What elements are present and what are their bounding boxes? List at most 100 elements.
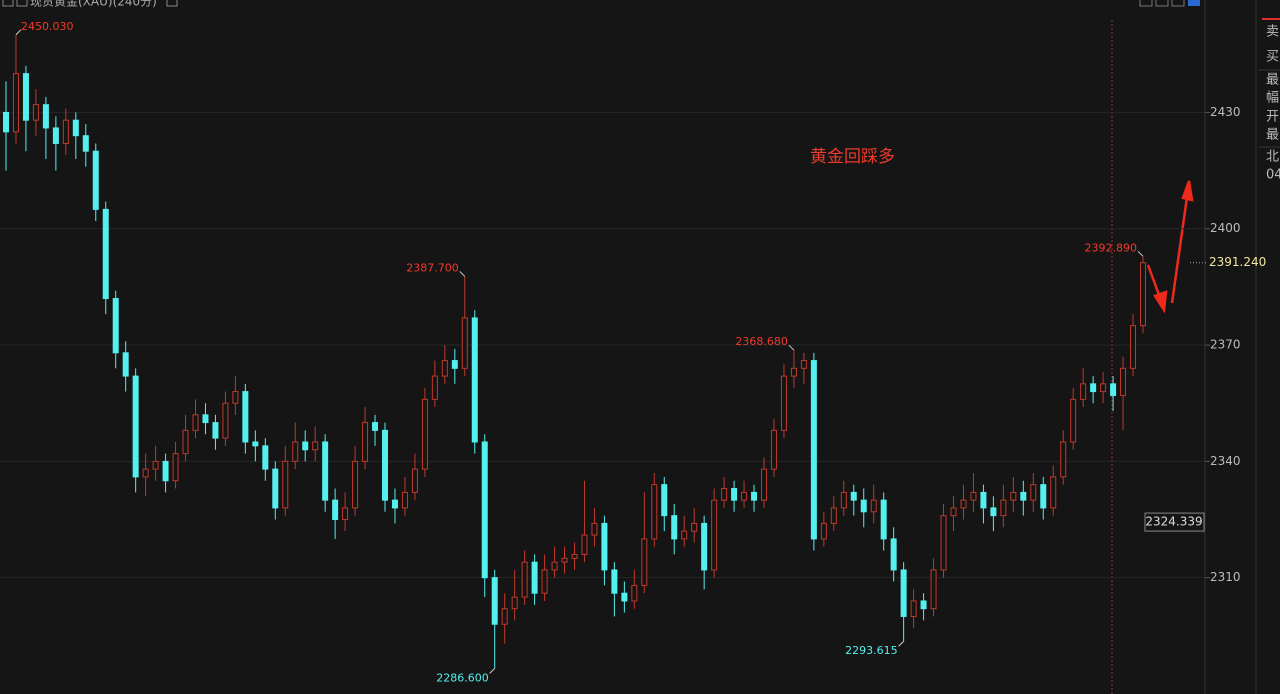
candle-body: [152, 460, 159, 470]
candle-body: [830, 507, 837, 524]
candle-body: [3, 111, 9, 133]
icon[interactable]: [2, 0, 14, 7]
candle-body: [501, 608, 508, 625]
label-pointer: [788, 344, 795, 351]
y-tick-label: 2310: [1210, 570, 1241, 584]
candle-body: [611, 569, 618, 594]
candle-body: [352, 460, 359, 509]
candle-body: [142, 468, 149, 478]
candle-body: [810, 360, 817, 540]
candle-body: [322, 441, 329, 501]
candle-body: [1020, 491, 1027, 501]
candle-body: [242, 391, 249, 443]
candle-body: [202, 414, 209, 424]
candle-body: [22, 73, 29, 121]
toolbar-icon[interactable]: [1139, 0, 1153, 7]
candle-body: [102, 208, 109, 300]
candle-body: [950, 507, 957, 517]
candle-body: [731, 488, 738, 501]
candle-body: [1130, 325, 1137, 369]
candle-body: [362, 422, 369, 462]
price-label: 2392.890: [1085, 241, 1138, 254]
y-tick-label: 2340: [1210, 454, 1241, 468]
candle-body: [382, 429, 388, 501]
candle-body: [72, 119, 79, 137]
candle-body: [890, 538, 897, 571]
candle-body: [332, 499, 339, 521]
candle-body: [491, 577, 498, 625]
candle-body: [52, 127, 59, 144]
candle-body: [32, 104, 39, 121]
candle-body: [1070, 398, 1077, 443]
price-label: 2387.700: [406, 261, 459, 274]
candle-body: [960, 499, 967, 509]
toolbar-icon[interactable]: [1155, 0, 1169, 7]
candle-body: [1140, 262, 1146, 327]
candle-body: [581, 534, 588, 555]
side-panel-text: 最: [1266, 73, 1279, 88]
icon[interactable]: [16, 0, 28, 7]
candle-body: [531, 561, 538, 594]
side-panel-text: 卖: [1266, 25, 1279, 40]
candle-body: [471, 317, 478, 443]
candle-body: [940, 515, 947, 571]
candle-body: [1100, 383, 1107, 393]
candle-body: [1000, 499, 1007, 517]
label-pointer: [489, 668, 496, 674]
candle-body: [1110, 383, 1117, 396]
side-panel-text: 最: [1266, 128, 1279, 143]
candle-body: [391, 499, 398, 509]
candle-body: [701, 522, 708, 571]
candle-body: [521, 561, 528, 598]
candle-body: [631, 584, 638, 602]
price-label: 2286.600: [436, 671, 489, 684]
price-label: 2293.615: [845, 644, 898, 657]
candle-body: [711, 499, 718, 571]
candle-body: [342, 507, 349, 521]
candle-body: [172, 453, 179, 482]
side-panel-text: 幅: [1266, 91, 1279, 106]
candle-body: [681, 530, 688, 540]
candle-body: [132, 375, 139, 478]
candle-body: [441, 360, 448, 377]
candle-body: [880, 499, 887, 540]
candle-body: [591, 522, 598, 536]
side-panel-text: 04: [1266, 168, 1280, 183]
candle-body: [1010, 491, 1017, 501]
candle-body: [1030, 484, 1037, 501]
side-panel-text: 北: [1266, 150, 1279, 165]
candle-body: [770, 429, 777, 470]
candle-body: [222, 402, 229, 439]
toolbar-icon[interactable]: [1171, 0, 1185, 7]
candle-body: [671, 515, 678, 540]
candle-body: [12, 73, 19, 133]
candle-body: [780, 375, 787, 431]
candle-body: [800, 360, 807, 369]
label-pointer: [1137, 250, 1144, 257]
icon[interactable]: [166, 0, 178, 7]
toolbar-icon[interactable]: [1188, 0, 1200, 6]
candle-body: [601, 522, 608, 571]
candle-body: [920, 600, 927, 610]
annotation: 黄金回踩多: [810, 147, 895, 167]
candle-body: [990, 507, 997, 517]
side-panel-text: 买: [1266, 50, 1279, 65]
candle-body: [212, 422, 219, 439]
candle-body: [641, 538, 648, 586]
candle-body: [401, 491, 408, 509]
candle-body: [461, 317, 468, 369]
candle-body: [541, 569, 548, 594]
candle-body: [182, 429, 189, 455]
candle-body: [1050, 476, 1057, 509]
candle-body: [761, 468, 767, 501]
candle-body: [252, 441, 259, 447]
candle-body: [372, 422, 379, 431]
label-pointer: [898, 640, 904, 647]
chart-title: 现货黄金(XAU)(240分): [30, 0, 157, 9]
candle-body: [1060, 441, 1067, 478]
candle-body: [162, 460, 169, 482]
candle-body: [850, 491, 857, 501]
candle-body: [511, 596, 518, 610]
candle-body: [980, 491, 987, 509]
